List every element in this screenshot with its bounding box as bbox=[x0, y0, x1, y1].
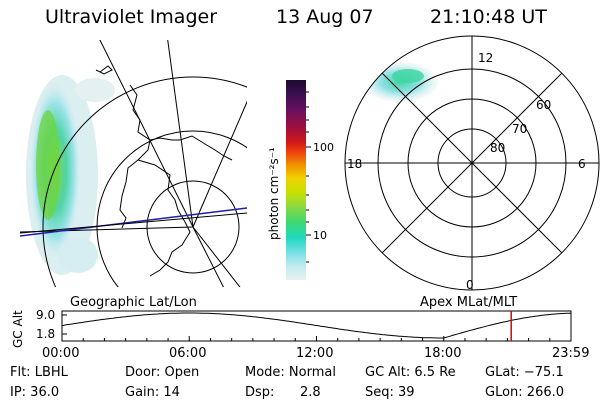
colorbar-tick-label: 100 bbox=[313, 141, 334, 154]
polar-grid bbox=[344, 35, 600, 291]
observation-date: 13 Aug 07 bbox=[276, 6, 374, 28]
aurora-oval-core bbox=[392, 69, 424, 83]
altitude-curve bbox=[61, 312, 572, 339]
glat-info: GLat: −75.1 bbox=[485, 365, 564, 380]
altitude-x-tick-label: 12:00 bbox=[296, 346, 333, 361]
altitude-x-ticks bbox=[61, 336, 572, 341]
colorbar-unit-label: photon cm⁻²s⁻¹ bbox=[267, 147, 281, 240]
aurora-core bbox=[36, 110, 60, 220]
aurora-scatter bbox=[75, 78, 115, 102]
colorbar-gradient bbox=[286, 80, 306, 280]
glon-info: GLon: 266.0 bbox=[485, 385, 565, 400]
coastlines bbox=[95, 65, 233, 277]
mlt-label-left: 18 bbox=[347, 157, 362, 171]
mode-info: Mode: Normal bbox=[245, 365, 336, 380]
gc-alt-info: GC Alt: 6.5 Re bbox=[365, 365, 456, 380]
lat-label: 80 bbox=[490, 141, 505, 155]
lat-label: 60 bbox=[536, 98, 551, 112]
observation-time: 21:10:48 UT bbox=[430, 6, 547, 28]
ip-info: IP: 36.0 bbox=[10, 385, 60, 400]
mlt-label-bottom: 0 bbox=[466, 278, 474, 292]
lat-label: 70 bbox=[512, 122, 527, 136]
meridian-grid bbox=[20, 40, 247, 287]
altitude-x-tick-label: 06:00 bbox=[169, 346, 206, 361]
altitude-x-tick-label: 18:00 bbox=[424, 346, 461, 361]
mlt-label-top: 12 bbox=[478, 51, 493, 65]
dsp-label: Dsp: bbox=[245, 385, 275, 400]
apex-label: Apex MLat/MLT bbox=[420, 295, 518, 310]
colorbar-tick-label: 10 bbox=[313, 229, 327, 242]
seq-info: Seq: 39 bbox=[365, 385, 415, 400]
terminator-line bbox=[20, 212, 247, 234]
altitude-y-label: GC Alt bbox=[11, 310, 25, 348]
instrument-title: Ultraviolet Imager bbox=[45, 6, 218, 28]
door-info: Door: Open bbox=[125, 365, 200, 380]
altitude-x-tick-label: 23:59 bbox=[552, 346, 589, 361]
altitude-y-tick-label: 1.8 bbox=[36, 327, 55, 341]
gain-info: Gain: 14 bbox=[125, 385, 180, 400]
orbit-track bbox=[20, 207, 247, 237]
altitude-x-tick-label: 00:00 bbox=[42, 346, 79, 361]
mlt-label-right: 6 bbox=[578, 157, 586, 171]
aurora-scatter bbox=[58, 237, 98, 273]
colorbar-ticks bbox=[306, 91, 311, 263]
filter-info: Flt: LBHL bbox=[10, 365, 68, 380]
altitude-y-tick-label: 9.0 bbox=[36, 308, 55, 322]
geographic-label: Geographic Lat/Lon bbox=[70, 295, 197, 310]
dsp-value: 2.8 bbox=[300, 385, 321, 400]
